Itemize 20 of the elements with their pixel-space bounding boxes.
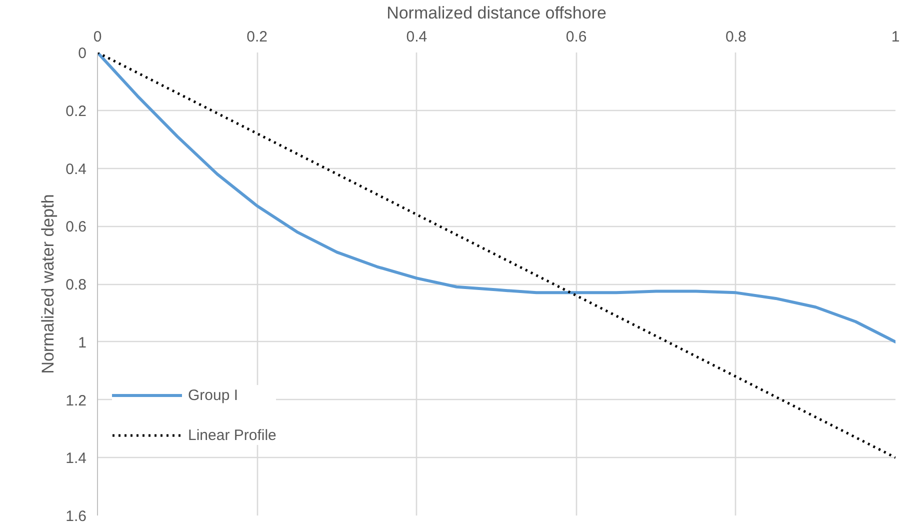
y-tick-label: 1.4 (66, 450, 87, 468)
y-tick-label: 1.2 (66, 392, 87, 410)
y-tick-label: 0 (78, 45, 86, 62)
y-tick-label: 1 (78, 334, 86, 352)
y-tick-label: 0.2 (66, 102, 87, 120)
y-tick-label: 1.6 (66, 508, 87, 525)
y-axis-title: Normalized water depth (38, 194, 58, 374)
x-tick-label: 0.4 (406, 28, 428, 46)
line-series (98, 52, 896, 344)
legend-label: Group I (188, 386, 238, 404)
y-tick-label: 0.6 (66, 218, 87, 236)
x-tick-label: 1 (891, 28, 900, 46)
x-tick-label: 0.2 (246, 28, 268, 46)
x-tick-label: 0.6 (566, 28, 587, 46)
y-tick-label: 0.4 (66, 160, 87, 178)
x-tick-label: 0 (93, 28, 102, 46)
x-tick-label: 0.8 (725, 28, 746, 46)
x-axis-title: Normalized distance offshore (386, 4, 606, 22)
legend-label: Linear Profile (188, 426, 276, 444)
y-tick-label: 0.8 (66, 276, 87, 294)
